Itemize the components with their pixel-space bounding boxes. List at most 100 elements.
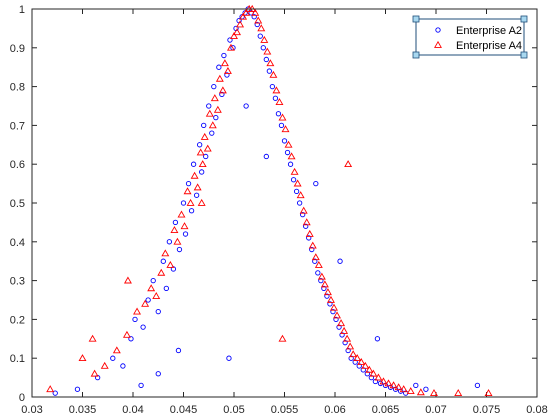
- data-point-a2: [315, 270, 321, 276]
- data-point-a2: [193, 192, 200, 198]
- data-point-a4: [123, 276, 132, 284]
- legend-marker-circle: [435, 27, 441, 33]
- data-point-a2: [330, 308, 336, 315]
- data-point-a4: [177, 210, 186, 218]
- data-point-a4: [88, 334, 97, 342]
- legend[interactable]: Enterprise A2 Enterprise A4: [412, 15, 528, 59]
- legend-box[interactable]: [415, 18, 525, 56]
- data-point-a4: [357, 357, 366, 365]
- series-enterprise-a4: [46, 4, 493, 396]
- x-tick-label: 0.055: [271, 404, 299, 416]
- data-point-a2: [190, 161, 197, 167]
- data-point-a2: [74, 386, 81, 392]
- data-point-a2: [203, 153, 209, 160]
- data-point-a4: [180, 222, 189, 230]
- data-point-a2: [188, 208, 195, 214]
- data-point-a2: [337, 258, 343, 264]
- data-point-a4: [330, 303, 338, 311]
- data-point-a2: [327, 301, 333, 307]
- data-point-a4: [230, 32, 238, 40]
- data-point-a4: [257, 24, 266, 32]
- data-point-a4: [254, 16, 263, 24]
- data-point-a4: [416, 388, 425, 396]
- data-point-a4: [200, 132, 209, 140]
- x-tick-label: 0.06: [324, 404, 345, 416]
- data-point-a4: [314, 260, 323, 268]
- data-point-a4: [308, 241, 317, 249]
- data-point-a2: [423, 386, 429, 392]
- data-point-a4: [122, 330, 131, 338]
- data-point-a4: [353, 354, 362, 362]
- data-point-a4: [326, 295, 335, 303]
- data-point-a2: [303, 223, 309, 229]
- data-point-a4: [196, 148, 205, 156]
- data-point-a2: [132, 316, 138, 323]
- data-point-a2: [368, 374, 375, 381]
- y-tick-label: 0.5: [10, 198, 25, 210]
- data-point-a4: [263, 47, 272, 55]
- data-point-a2: [266, 68, 272, 74]
- data-point-a4: [399, 385, 408, 393]
- resize-handle[interactable]: [412, 15, 420, 23]
- data-point-a2: [180, 200, 187, 206]
- data-point-a2: [257, 33, 263, 39]
- x-tick-label: 0.07: [425, 404, 446, 416]
- data-point-a4: [365, 365, 374, 373]
- y-tick-label: 0.8: [10, 82, 25, 94]
- data-point-a2: [224, 72, 230, 78]
- data-point-a4: [198, 160, 207, 168]
- data-point-a4: [389, 381, 398, 389]
- data-point-a4: [112, 346, 121, 354]
- data-point-a4: [299, 206, 308, 214]
- data-point-a4: [379, 377, 388, 385]
- data-point-a4: [278, 113, 287, 121]
- data-point-a2: [263, 56, 269, 63]
- data-point-a4: [46, 385, 55, 393]
- legend-circle-icon: [435, 27, 441, 33]
- data-point-a4: [203, 144, 212, 152]
- data-point-a2: [182, 231, 189, 237]
- data-point-a2: [254, 21, 260, 28]
- data-point-a2: [397, 388, 404, 394]
- data-point-a4: [147, 284, 156, 292]
- data-point-a4: [186, 198, 195, 206]
- data-point-a4: [344, 160, 353, 168]
- x-tick-label: 0.08: [526, 404, 547, 416]
- resize-handle[interactable]: [520, 15, 528, 23]
- data-point-a2: [342, 340, 348, 346]
- data-point-a4: [290, 167, 299, 175]
- data-point-a4: [218, 86, 227, 94]
- data-point-a2: [138, 382, 144, 389]
- data-point-a2: [128, 336, 134, 342]
- data-point-a2: [345, 347, 351, 354]
- y-tick-label: 0.3: [10, 276, 25, 288]
- data-point-a2: [199, 169, 205, 175]
- data-point-a2: [413, 382, 419, 389]
- legend-resize-handles[interactable]: [412, 15, 528, 59]
- legend-label-enterprise-a4: Enterprise A4: [456, 40, 522, 52]
- data-point-a2: [333, 316, 339, 323]
- data-point-a2: [313, 180, 319, 187]
- y-tick-label: 0.1: [10, 353, 25, 365]
- data-point-a2: [312, 258, 318, 264]
- resize-handle[interactable]: [520, 51, 528, 59]
- data-point-a4: [170, 226, 179, 234]
- data-point-a4: [333, 311, 341, 319]
- data-point-a4: [293, 179, 302, 187]
- y-tick-label: 0.7: [10, 120, 25, 132]
- resize-handle[interactable]: [412, 51, 420, 59]
- data-point-a4: [220, 59, 229, 67]
- data-point-a2: [296, 200, 303, 206]
- data-point-a4: [190, 171, 199, 179]
- data-point-a4: [384, 379, 393, 387]
- data-point-a4: [197, 198, 206, 206]
- data-point-a4: [210, 94, 219, 102]
- data-point-a4: [430, 389, 438, 396]
- data-points: [46, 4, 493, 396]
- data-point-a4: [157, 268, 166, 276]
- data-point-a2: [377, 380, 384, 387]
- data-point-a2: [392, 386, 399, 392]
- y-tick-label: 0.2: [10, 314, 25, 326]
- data-point-a2: [175, 347, 182, 354]
- data-point-a2: [309, 246, 315, 253]
